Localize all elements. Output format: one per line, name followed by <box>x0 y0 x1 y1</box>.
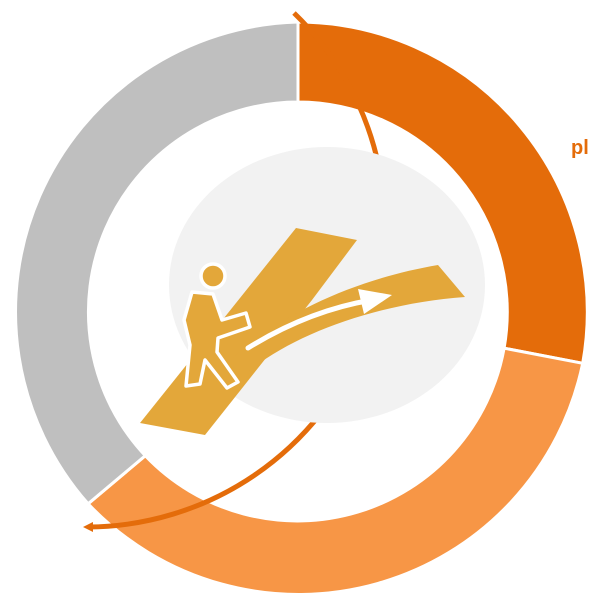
edge-label: pl <box>571 137 589 159</box>
ring-segment-light-orange <box>85 346 585 596</box>
person-walking-on-forked-path-icon <box>140 228 465 435</box>
ring-segment-gray <box>14 20 300 506</box>
ring-segment-dark-orange <box>296 20 589 366</box>
